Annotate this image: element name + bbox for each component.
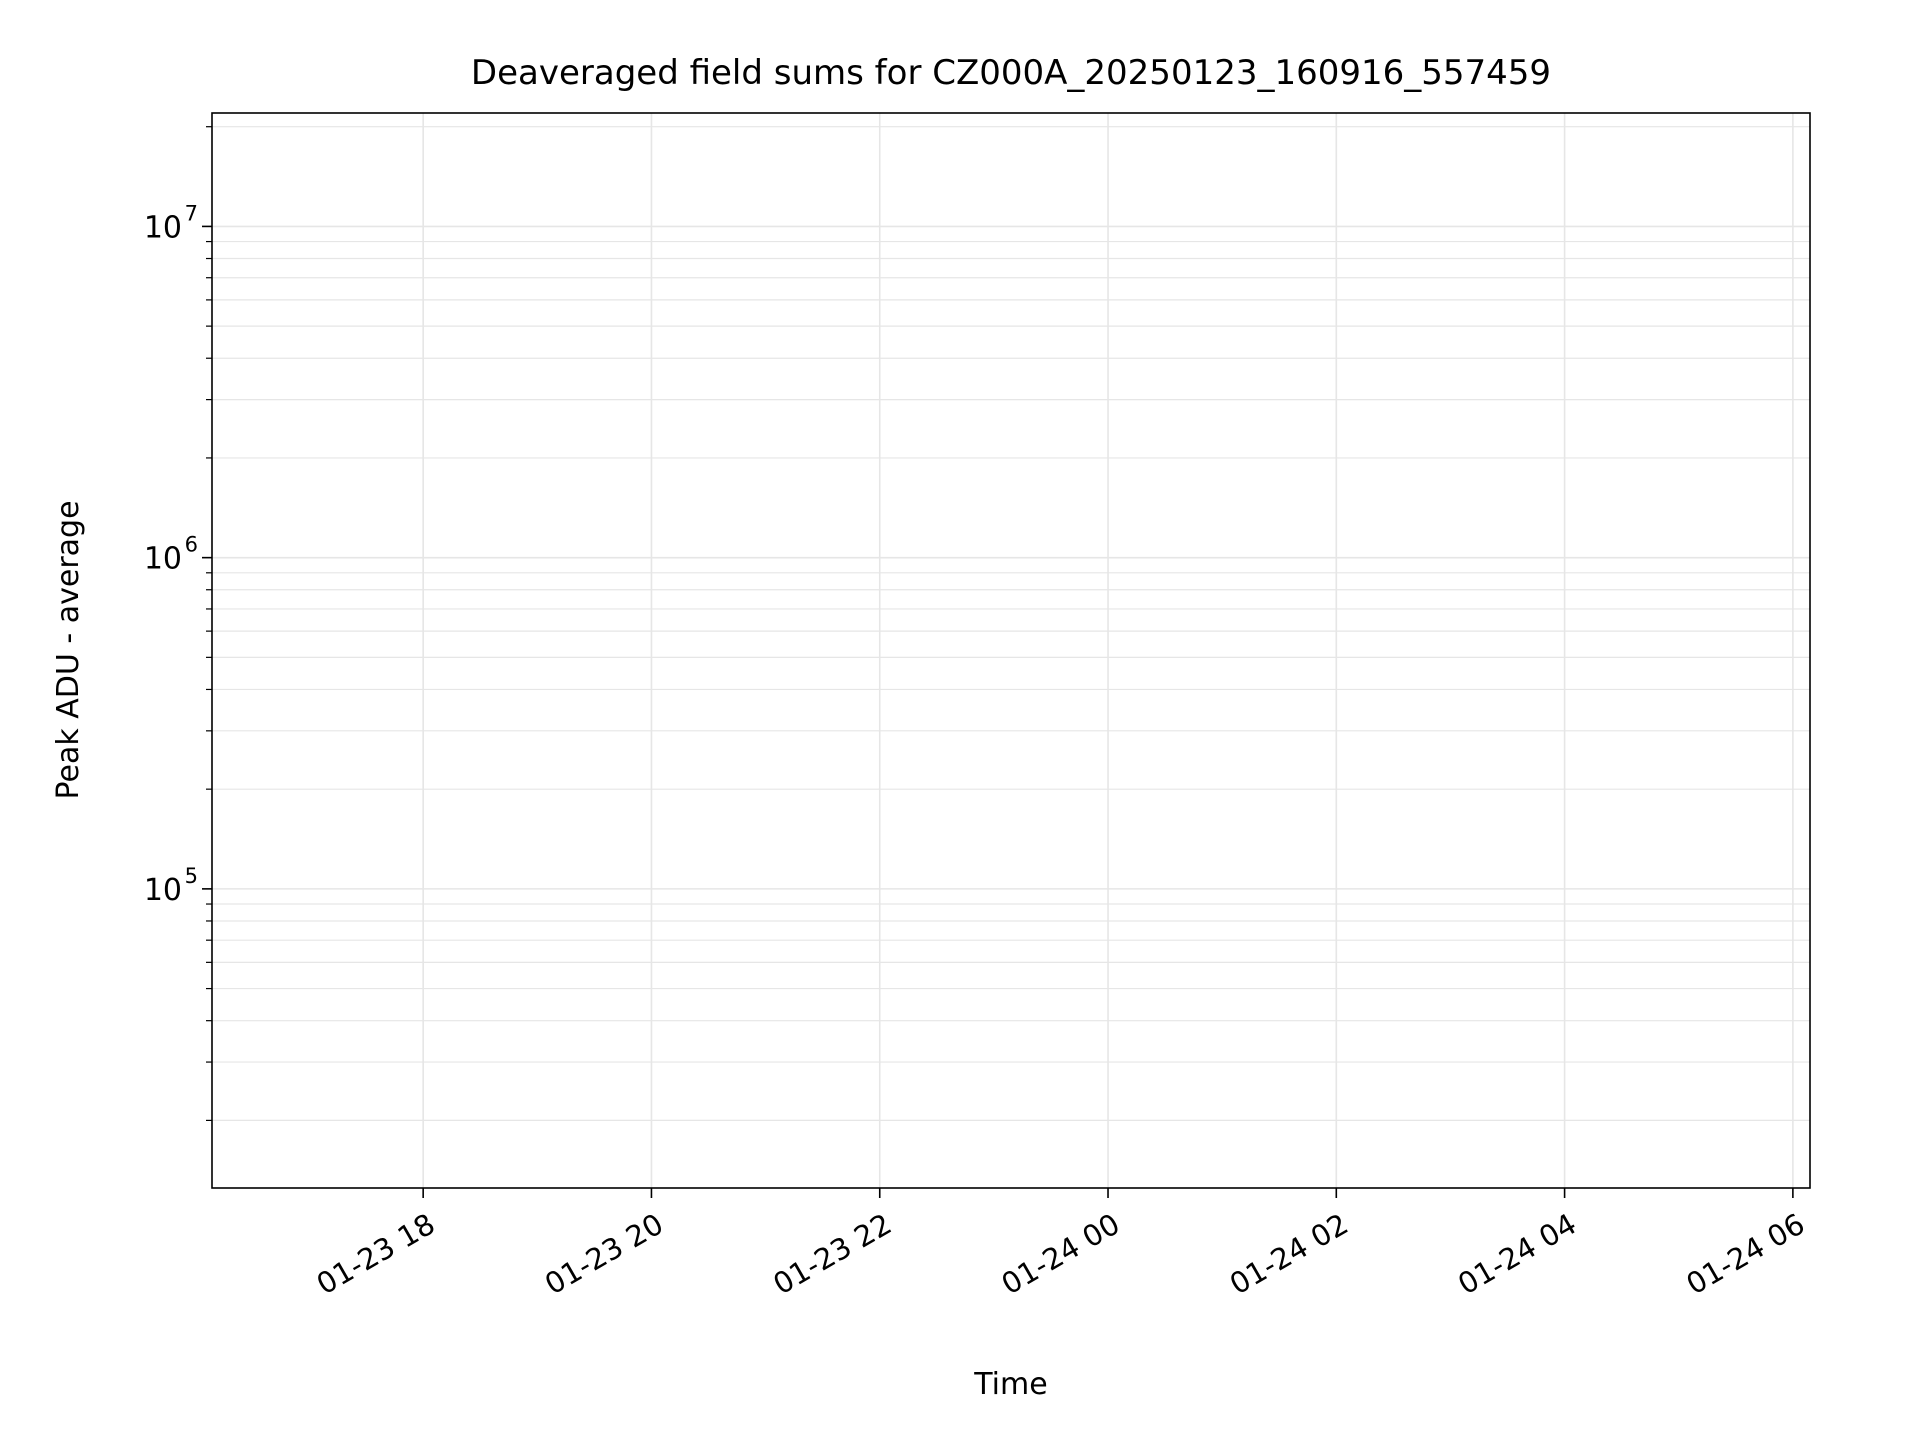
- y-tick-label: 10: [144, 542, 182, 577]
- y-tick-label: 10: [144, 210, 182, 245]
- y-tick-exponent: 5: [185, 864, 198, 888]
- y-tick-exponent: 6: [185, 533, 198, 557]
- y-axis-label: Peak ADU - average: [51, 500, 86, 799]
- y-tick-exponent: 7: [185, 201, 198, 225]
- y-tick-label: 10: [144, 873, 182, 908]
- chart-title: Deaveraged field sums for CZ000A_2025012…: [471, 53, 1551, 93]
- x-axis-label: Time: [973, 1367, 1047, 1402]
- plot-frame: [211, 112, 1811, 1189]
- grid: [212, 113, 1810, 1188]
